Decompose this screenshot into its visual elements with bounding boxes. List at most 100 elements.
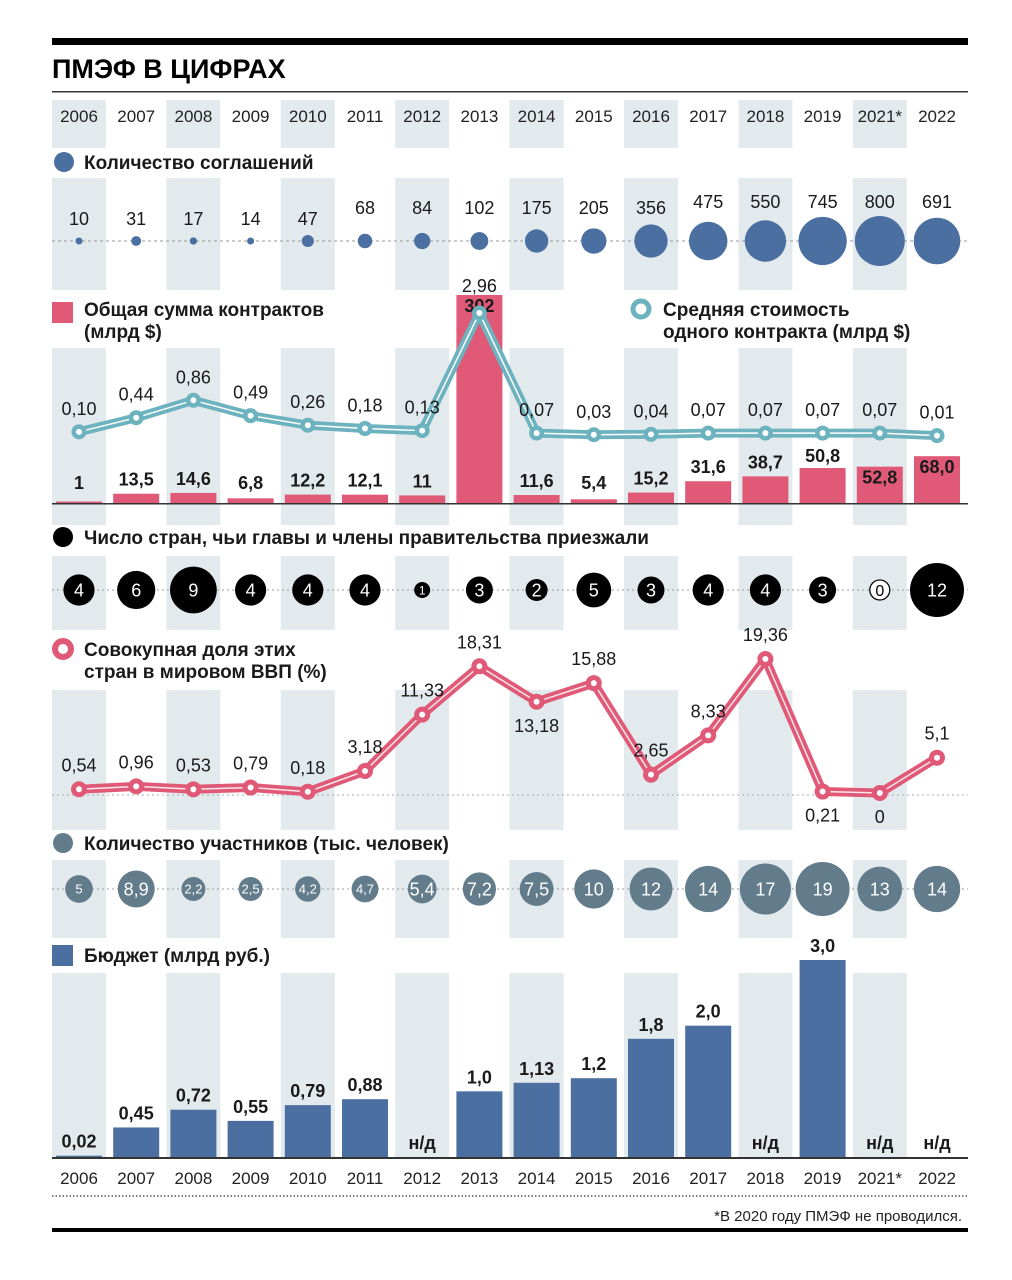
participant-value-label: 7,5 (524, 879, 549, 899)
agreement-bubble (247, 237, 255, 245)
country-bubble (63, 574, 95, 606)
gdp-point-center (875, 789, 884, 797)
avg-contract-point-center (532, 429, 541, 438)
avg-contract-point-center (75, 427, 83, 436)
avg-contract-point-center (475, 309, 484, 317)
gdp-value-label: 0,21 (805, 806, 840, 826)
budget-legend-icon (52, 945, 73, 966)
legend-gdp: Совокупная доля этих стран в мировом ВВП… (52, 638, 327, 683)
gdp-point-center (303, 787, 312, 796)
column-shade-2008 (166, 100, 221, 148)
year-axis-top: 2006 2007 2008 2009 2010 2011 2012 2013 2014 2015… (60, 107, 956, 126)
gdp-value-label: 19,36 (743, 625, 788, 645)
participant-value-label: 2,5 (242, 882, 260, 897)
gdp-point-center (818, 787, 827, 796)
participant-bubble (795, 862, 850, 916)
participant-bubble (685, 865, 732, 913)
gdp-value-label: 18,31 (457, 632, 502, 652)
agreement-bubble (913, 217, 961, 265)
gdp-point-center (647, 770, 655, 779)
agreement-bubble (357, 233, 373, 249)
column-shade-2008 (166, 178, 221, 290)
contract-bar (284, 494, 331, 503)
year-label: 2022 (918, 1169, 956, 1188)
avg-contract-point-center (303, 421, 312, 430)
budget-value-label: 1,0 (467, 1067, 492, 1087)
contract-bar (342, 494, 388, 503)
country-bubble (749, 574, 781, 606)
country-bubble (414, 582, 431, 598)
agreement-bubble (131, 236, 142, 246)
column-shade-2016 (624, 100, 678, 148)
avg-contract-point-center (818, 429, 827, 438)
contracts-legend-label-1: Общая сумма контрактов (84, 300, 324, 321)
gdp-value-label: 0,79 (233, 754, 268, 774)
gdp-value-label: 13,18 (514, 716, 559, 736)
budget-bar (513, 1082, 560, 1157)
avg-contract-legend-icon (630, 298, 652, 320)
contract-bar-value-label: 5,4 (581, 473, 606, 493)
agreement-value-label: 47 (298, 209, 318, 229)
country-bubble (235, 574, 267, 606)
column-shade-2006 (52, 100, 106, 148)
year-label: 2014 (518, 107, 556, 126)
contracts-chart: 113,514,66,812,212,11130211,65,415,231,6… (56, 276, 960, 503)
participant-value-label: 13 (870, 879, 890, 899)
gdp-point-center (532, 697, 541, 706)
contract-bar (914, 456, 960, 503)
avg-contract-legend-label-2: одного контракта (млрд $) (663, 322, 910, 343)
contract-bar (570, 499, 617, 503)
year-label: 2015 (575, 1169, 613, 1188)
country-bubble (349, 574, 381, 606)
avg-contract-value-label: 0,26 (290, 392, 325, 412)
column-shade-2018 (738, 100, 793, 148)
contract-bar-value-label: 50,8 (805, 446, 840, 466)
budget-value-label: 1,8 (638, 1015, 663, 1035)
budget-bar (227, 1120, 274, 1157)
legend-budget: Бюджет (млрд руб.) (52, 945, 270, 967)
participant-value-label: 5 (75, 882, 82, 897)
year-label: 2014 (518, 1169, 556, 1188)
contract-bar (685, 481, 732, 503)
participant-bubble (857, 866, 903, 912)
country-value-label: 5 (589, 580, 599, 600)
budget-bar (113, 1127, 160, 1157)
avg-contract-value-label: 0,07 (862, 400, 897, 420)
gdp-point-center (132, 782, 141, 791)
gdp-value-label: 0,96 (119, 752, 154, 772)
contracts-legend-label-2: (млрд $) (84, 322, 162, 343)
contract-bar-value-label: 38,7 (748, 452, 783, 472)
avg-contract-value-label: 0,03 (576, 402, 611, 422)
participants-legend-icon (53, 833, 73, 853)
gdp-point-center (933, 753, 941, 762)
contract-bar-value-label: 31,6 (691, 457, 726, 477)
column-shade-2014 (509, 100, 564, 148)
budget-value-label: 1,2 (581, 1054, 606, 1074)
gdp-point-center (75, 785, 83, 794)
avg-contract-point-center (361, 424, 369, 433)
year-label: 2010 (289, 1169, 327, 1188)
country-value-label: 6 (131, 580, 141, 600)
country-value-label: 12 (927, 580, 947, 600)
budget-na-label: н/д (923, 1133, 951, 1153)
year-label: 2012 (403, 107, 441, 126)
contract-bar (227, 498, 274, 503)
contracts-legend-icon (52, 302, 73, 323)
agreements-legend-icon (54, 152, 74, 172)
participant-value-label: 14 (698, 879, 718, 899)
year-label: 2008 (174, 1169, 212, 1188)
contract-bar (399, 495, 446, 503)
country-value-label: 3 (646, 580, 656, 600)
participant-bubble (238, 877, 263, 901)
countries-legend-icon (53, 527, 73, 547)
contract-bar (628, 492, 674, 503)
year-label: 2006 (60, 1169, 98, 1188)
agreement-bubble (854, 216, 905, 266)
contract-bar (513, 495, 560, 503)
year-label: 2007 (117, 107, 155, 126)
gdp-value-label: 0,18 (290, 758, 325, 778)
contract-bar-value-label: 52,8 (862, 468, 897, 488)
contract-bar-value-label: 11,6 (520, 471, 554, 491)
column-shade-2021 (852, 100, 907, 148)
footnote: *В 2020 году ПМЭФ не проводился. (714, 1208, 962, 1225)
